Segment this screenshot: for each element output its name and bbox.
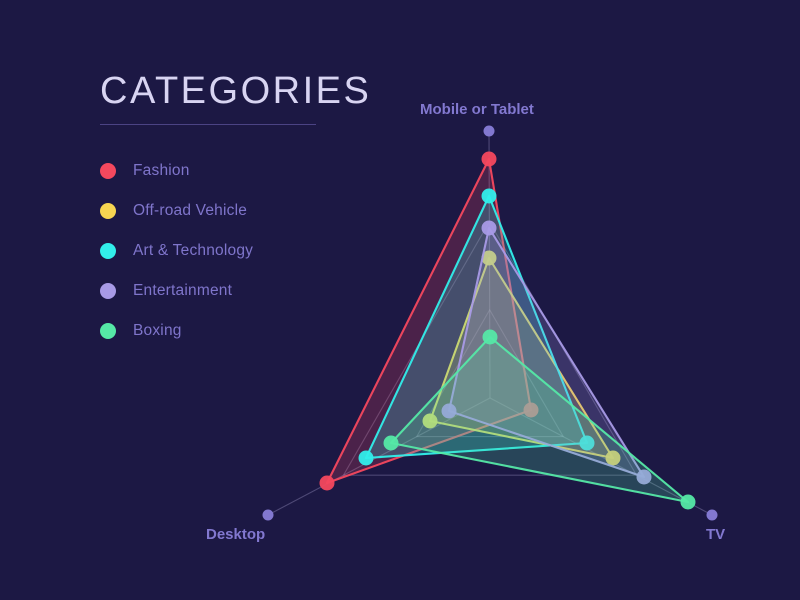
legend-item-off-road-vehicle[interactable]: Off-road Vehicle xyxy=(100,191,380,231)
data-point[interactable] xyxy=(358,450,374,466)
legend-item-fashion[interactable]: Fashion xyxy=(100,151,380,191)
legend-item-art-and-technology[interactable]: Art & Technology xyxy=(100,231,380,271)
chart-axis-vertex-dots xyxy=(262,125,718,521)
series-fashion[interactable] xyxy=(319,151,539,491)
data-point[interactable] xyxy=(422,413,438,429)
page-title: CATEGORIES xyxy=(100,70,372,112)
legend-item-label: Entertainment xyxy=(133,282,233,299)
legend-swatch-icon xyxy=(100,283,116,299)
data-point[interactable] xyxy=(680,494,696,510)
data-point[interactable] xyxy=(605,450,621,466)
series-off-road-vehicle[interactable] xyxy=(422,250,621,466)
axis-vertex-dot xyxy=(262,509,274,521)
data-point[interactable] xyxy=(481,220,497,236)
data-point[interactable] xyxy=(481,151,497,167)
axis-label-mobile-or-tablet: Mobile or Tablet xyxy=(420,101,534,118)
data-point[interactable] xyxy=(383,435,399,451)
title-divider xyxy=(100,124,316,125)
data-point[interactable] xyxy=(523,402,539,418)
series-entertainment[interactable] xyxy=(441,220,652,485)
chart-series xyxy=(319,151,696,510)
axis-label-tv: TV xyxy=(706,526,726,543)
axis-label-desktop: Desktop xyxy=(206,526,266,543)
data-point[interactable] xyxy=(481,188,497,204)
legend-item-boxing[interactable]: Boxing xyxy=(100,311,380,351)
data-point[interactable] xyxy=(319,475,335,491)
series-art-technology[interactable] xyxy=(358,188,595,466)
data-point[interactable] xyxy=(636,469,652,485)
legend-swatch-icon xyxy=(100,323,116,339)
legend-item-label: Art & Technology xyxy=(133,242,254,259)
legend-swatch-icon xyxy=(100,203,116,219)
legend-item-label: Fashion xyxy=(133,162,190,179)
axis-vertex-dot xyxy=(706,509,718,521)
data-point[interactable] xyxy=(579,435,595,451)
axis-vertex-dot xyxy=(483,125,495,137)
data-point[interactable] xyxy=(441,403,457,419)
legend-swatch-icon xyxy=(100,243,116,259)
legend-panel: CATEGORIES Fashion Off-road Vehicle Art … xyxy=(100,72,380,351)
data-point[interactable] xyxy=(481,250,497,266)
legend-swatch-icon xyxy=(100,163,116,179)
series-boxing[interactable] xyxy=(383,329,696,510)
legend-item-entertainment[interactable]: Entertainment xyxy=(100,271,380,311)
legend-item-label: Boxing xyxy=(133,322,182,339)
data-point[interactable] xyxy=(482,329,498,345)
legend-item-label: Off-road Vehicle xyxy=(133,202,248,219)
